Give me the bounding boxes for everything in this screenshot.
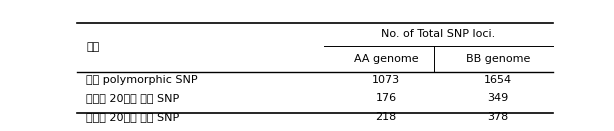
Text: 부모 polymorphic SNP: 부모 polymorphic SNP: [86, 75, 198, 85]
Text: AA genome: AA genome: [354, 54, 418, 64]
Text: 378: 378: [488, 112, 508, 122]
Text: 218: 218: [375, 112, 397, 122]
Text: BB genome: BB genome: [465, 54, 530, 64]
Text: No. of Total SNP loci.: No. of Total SNP loci.: [381, 29, 495, 39]
Text: 1654: 1654: [484, 75, 512, 85]
Text: 감수성 20개체 공통 SNP: 감수성 20개체 공통 SNP: [86, 112, 179, 122]
Text: 저항성 20개체 공통 SNP: 저항성 20개체 공통 SNP: [86, 93, 179, 103]
Text: 349: 349: [488, 93, 508, 103]
Text: 1073: 1073: [372, 75, 400, 85]
Text: 176: 176: [376, 93, 397, 103]
Text: 구분: 구분: [86, 42, 99, 53]
